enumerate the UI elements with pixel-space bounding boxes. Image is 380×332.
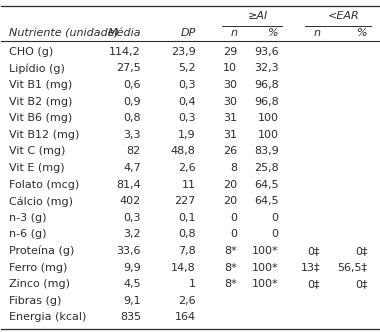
Text: 23,9: 23,9	[171, 47, 196, 57]
Text: 0,6: 0,6	[124, 80, 141, 90]
Text: 0‡: 0‡	[308, 279, 320, 289]
Text: Cálcio (mg): Cálcio (mg)	[9, 196, 73, 207]
Text: n: n	[230, 28, 237, 38]
Text: 27,5: 27,5	[116, 63, 141, 73]
Text: n-6 (g): n-6 (g)	[9, 229, 46, 239]
Text: 64,5: 64,5	[254, 196, 279, 206]
Text: CHO (g): CHO (g)	[9, 47, 53, 57]
Text: Vit B2 (mg): Vit B2 (mg)	[9, 97, 72, 107]
Text: 0‡: 0‡	[308, 246, 320, 256]
Text: 29: 29	[223, 47, 237, 57]
Text: 96,8: 96,8	[254, 80, 279, 90]
Text: 26: 26	[223, 146, 237, 156]
Text: n-3 (g): n-3 (g)	[9, 213, 46, 223]
Text: 30: 30	[223, 97, 237, 107]
Text: 227: 227	[174, 196, 196, 206]
Text: 835: 835	[120, 312, 141, 322]
Text: Proteína (g): Proteína (g)	[9, 246, 74, 257]
Text: 9,1: 9,1	[124, 296, 141, 306]
Text: 0: 0	[272, 229, 279, 239]
Text: <EAR: <EAR	[328, 11, 359, 21]
Text: 93,6: 93,6	[254, 47, 279, 57]
Text: Ferro (mg): Ferro (mg)	[9, 263, 67, 273]
Text: 7,8: 7,8	[178, 246, 196, 256]
Text: 8*: 8*	[225, 279, 237, 289]
Text: Lipídio (g): Lipídio (g)	[9, 63, 65, 74]
Text: 56,5‡: 56,5‡	[337, 263, 367, 273]
Text: 100*: 100*	[252, 246, 279, 256]
Text: Vit B1 (mg): Vit B1 (mg)	[9, 80, 72, 90]
Text: 0,1: 0,1	[178, 213, 196, 223]
Text: Vit B12 (mg): Vit B12 (mg)	[9, 130, 79, 140]
Text: Vit B6 (mg): Vit B6 (mg)	[9, 113, 72, 123]
Text: 20: 20	[223, 196, 237, 206]
Text: 2,6: 2,6	[178, 163, 196, 173]
Text: 0: 0	[230, 213, 237, 223]
Text: 0,8: 0,8	[124, 113, 141, 123]
Text: 0: 0	[230, 229, 237, 239]
Text: 33,6: 33,6	[116, 246, 141, 256]
Text: 164: 164	[174, 312, 196, 322]
Text: 0,3: 0,3	[124, 213, 141, 223]
Text: 100*: 100*	[252, 263, 279, 273]
Text: 2,6: 2,6	[178, 296, 196, 306]
Text: 4,7: 4,7	[123, 163, 141, 173]
Text: Folato (mcg): Folato (mcg)	[9, 180, 79, 190]
Text: 0,3: 0,3	[178, 80, 196, 90]
Text: 0,3: 0,3	[178, 113, 196, 123]
Text: Fibras (g): Fibras (g)	[9, 296, 61, 306]
Text: 20: 20	[223, 180, 237, 190]
Text: 31: 31	[223, 113, 237, 123]
Text: 48,8: 48,8	[171, 146, 196, 156]
Text: 14,8: 14,8	[171, 263, 196, 273]
Text: 100: 100	[258, 130, 279, 140]
Text: DP: DP	[180, 28, 196, 38]
Text: 81,4: 81,4	[116, 180, 141, 190]
Text: Energia (kcal): Energia (kcal)	[9, 312, 86, 322]
Text: 8*: 8*	[225, 263, 237, 273]
Text: 3,3: 3,3	[124, 130, 141, 140]
Text: 10: 10	[223, 63, 237, 73]
Text: Vit C (mg): Vit C (mg)	[9, 146, 65, 156]
Text: n: n	[313, 28, 320, 38]
Text: 11: 11	[182, 180, 196, 190]
Text: %: %	[357, 28, 367, 38]
Text: 64,5: 64,5	[254, 180, 279, 190]
Text: 114,2: 114,2	[109, 47, 141, 57]
Text: Média: Média	[107, 28, 141, 38]
Text: 82: 82	[127, 146, 141, 156]
Text: 4,5: 4,5	[124, 279, 141, 289]
Text: 30: 30	[223, 80, 237, 90]
Text: Zinco (mg): Zinco (mg)	[9, 279, 70, 289]
Text: 0,8: 0,8	[178, 229, 196, 239]
Text: 0: 0	[272, 213, 279, 223]
Text: 25,8: 25,8	[254, 163, 279, 173]
Text: 402: 402	[120, 196, 141, 206]
Text: 100: 100	[258, 113, 279, 123]
Text: 8: 8	[230, 163, 237, 173]
Text: 3,2: 3,2	[124, 229, 141, 239]
Text: 32,3: 32,3	[254, 63, 279, 73]
Text: 31: 31	[223, 130, 237, 140]
Text: 9,9: 9,9	[123, 263, 141, 273]
Text: 1: 1	[188, 279, 196, 289]
Text: ≥AI: ≥AI	[248, 11, 268, 21]
Text: 8*: 8*	[225, 246, 237, 256]
Text: 83,9: 83,9	[254, 146, 279, 156]
Text: Nutriente (unidade): Nutriente (unidade)	[9, 28, 119, 38]
Text: 100*: 100*	[252, 279, 279, 289]
Text: 0‡: 0‡	[355, 279, 367, 289]
Text: 13‡: 13‡	[301, 263, 320, 273]
Text: 96,8: 96,8	[254, 97, 279, 107]
Text: 0,9: 0,9	[124, 97, 141, 107]
Text: 5,2: 5,2	[178, 63, 196, 73]
Text: 1,9: 1,9	[178, 130, 196, 140]
Text: Vit E (mg): Vit E (mg)	[9, 163, 65, 173]
Text: 0‡: 0‡	[355, 246, 367, 256]
Text: %: %	[268, 28, 279, 38]
Text: 0,4: 0,4	[178, 97, 196, 107]
